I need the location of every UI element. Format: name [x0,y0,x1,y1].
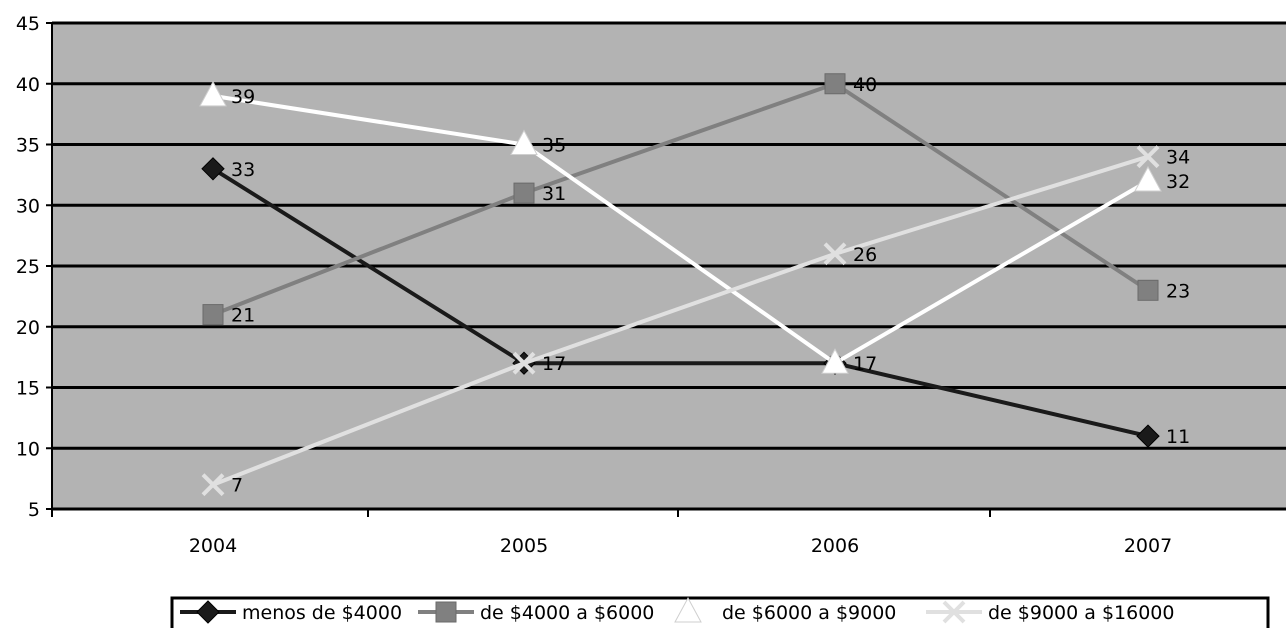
marker-square [824,73,846,95]
x-tick-label: 2005 [500,535,548,557]
data-label: 39 [231,86,255,108]
y-tick-label: 40 [16,74,40,96]
series-group [199,73,1162,497]
series-line [211,167,1149,439]
marker-square [202,304,224,326]
series-4 [201,145,1160,497]
data-label: 17 [853,353,877,375]
marker-diamond [1136,424,1160,448]
data-label: 26 [853,244,877,266]
data-label: 33 [231,159,255,181]
marker-x [1136,145,1160,169]
x-tick-label: 2006 [811,535,859,557]
y-tick-label: 30 [16,195,40,217]
series-line [212,93,1150,366]
legend-entry: de $9000 a $16000 [926,600,1174,624]
marker-triangle [199,80,227,107]
marker-triangle [510,129,538,155]
y-axis-ticks: 5 10 15 20 25 30 35 40 45 [16,13,52,521]
data-label: 35 [542,135,566,157]
series-2 [202,73,1159,326]
data-label: 34 [1166,147,1190,169]
series-line [212,81,1150,317]
legend-entry: de $4000 a $6000 [418,601,654,624]
y-tick-label: 35 [16,135,40,157]
y-tick-label: 15 [16,378,40,400]
y-tick-label: 25 [16,256,40,278]
marker-x [823,242,847,266]
y-tick-label: 10 [16,438,40,460]
legend-entry: menos de $4000 [180,600,402,624]
marker-square [513,182,535,204]
y-tick-label: 5 [28,499,40,521]
marker-triangle [674,596,702,623]
data-label: 23 [1166,280,1190,302]
series-3 [199,80,1162,374]
marker-x [942,600,966,624]
x-axis-ticks: 2004 2005 2006 2007 [51,509,1172,557]
x-tick-label: 2007 [1124,535,1172,557]
series-line [212,154,1149,487]
legend-label: de $6000 a $9000 [722,602,896,624]
marker-x [512,351,536,375]
marker-square [435,601,457,623]
data-label: 21 [231,305,255,327]
data-label: 40 [853,74,877,96]
y-tick-label: 45 [16,13,40,35]
data-label: 32 [1166,171,1190,193]
marker-triangle [821,348,849,374]
legend-box [170,596,1270,628]
data-label: 7 [231,475,243,497]
marker-square [1137,279,1159,301]
legend-label: de $4000 a $6000 [480,602,654,624]
data-label: 17 [542,353,566,375]
y-tick-label: 20 [16,317,40,339]
x-tick-label: 2004 [189,535,237,557]
gridlines [52,21,1286,450]
marker-diamond [201,157,225,181]
legend-label: menos de $4000 [242,602,402,624]
data-label: 11 [1166,426,1190,448]
marker-x [201,473,225,497]
legend: menos de $4000 de $4000 a $6000 de $6000 a… [170,596,1270,628]
legend-label: de $9000 a $16000 [988,602,1174,624]
legend-entry: de $6000 a $9000 [660,596,896,624]
data-label: 31 [542,183,566,205]
marker-triangle [1134,165,1162,192]
marker-diamond [196,600,220,624]
data-labels: 33 17 11 21 31 40 23 39 35 17 32 7 26 34 [231,74,1190,497]
